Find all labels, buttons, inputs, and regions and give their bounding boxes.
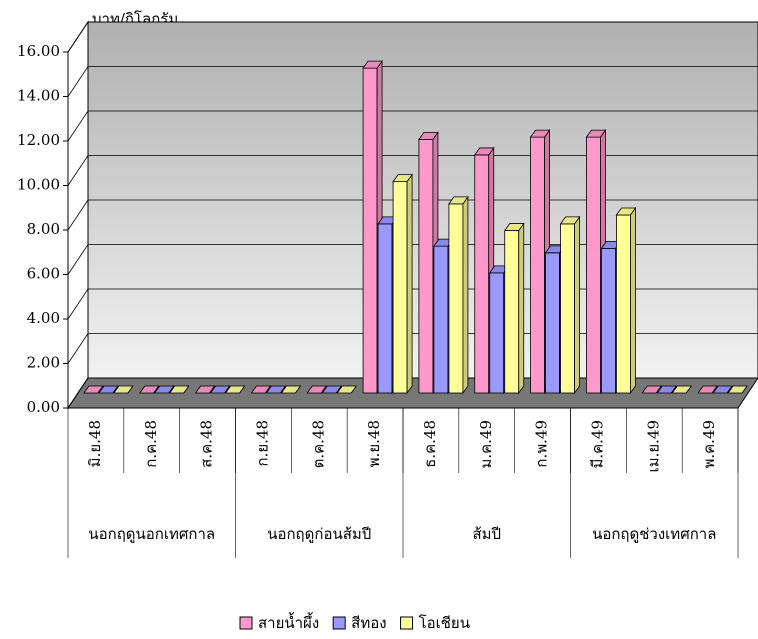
- bar: [448, 203, 464, 394]
- legend-label: โอเชียน: [419, 614, 470, 632]
- bar-top: [529, 129, 551, 138]
- bar-top: [727, 385, 748, 394]
- y-tick-label: 10.00: [17, 176, 60, 194]
- bar-top: [392, 174, 413, 183]
- grid-line: [67, 66, 758, 97]
- group-label: นอกฤดูนอกเทศกาล: [88, 525, 215, 543]
- bar-top: [697, 385, 718, 394]
- x-tick-label: เม.ย.49: [644, 420, 662, 472]
- x-tick-label: พ.ย.48: [365, 420, 383, 467]
- y-tick-label: 12.00: [17, 131, 60, 149]
- y-tick-label: 8.00: [27, 220, 60, 238]
- bar-top: [265, 385, 287, 394]
- bar: [392, 181, 408, 394]
- bar: [530, 136, 545, 394]
- legend-label: สีทอง: [351, 614, 386, 632]
- bar-top: [280, 385, 302, 394]
- bar-top: [83, 385, 104, 394]
- bar-top: [503, 223, 525, 231]
- x-tick-label: ก.พ.49: [533, 420, 551, 468]
- group-label: นอกฤดูช่วงเทศกาล: [592, 525, 716, 543]
- bar-top: [306, 385, 328, 394]
- bar-side: [630, 206, 636, 395]
- bar: [489, 272, 505, 394]
- legend-swatch: [239, 616, 253, 630]
- bar: [616, 214, 631, 394]
- group-label: นอกฤดูก่อนส้มปี: [267, 525, 371, 543]
- bar-side: [462, 195, 469, 395]
- bar-top: [585, 129, 607, 138]
- x-tick-label: มิ.ย.48: [86, 420, 104, 467]
- bar-top: [712, 385, 733, 394]
- x-tick-label: ต.ค.48: [309, 420, 327, 468]
- bar-top: [153, 385, 175, 394]
- bar-side: [518, 222, 525, 395]
- grid-line: [67, 110, 758, 142]
- legend-swatch: [400, 616, 414, 630]
- bar: [433, 245, 449, 394]
- bar-top: [448, 196, 469, 205]
- bar: [560, 223, 575, 394]
- x-tick-label: ม.ค.49: [477, 420, 495, 469]
- bar-top: [98, 385, 119, 394]
- x-tick-label: ส.ค.48: [198, 420, 216, 468]
- bar-top: [224, 385, 246, 394]
- bar-top: [336, 385, 358, 394]
- legend-label: สายน้ำผึ้ง: [258, 612, 319, 632]
- bar-top: [559, 216, 581, 225]
- bar-top: [362, 60, 383, 69]
- bar-top: [473, 147, 495, 156]
- bar: [586, 136, 601, 394]
- y-tick-label: 4.00: [27, 309, 60, 327]
- bar-top: [113, 385, 134, 394]
- x-tick-label: มี.ค.49: [588, 420, 606, 469]
- group-label: ส้มปี: [472, 525, 501, 543]
- bar-top: [656, 385, 678, 394]
- bar-top: [194, 385, 216, 394]
- bar-top: [209, 385, 231, 394]
- bar-top: [615, 207, 637, 216]
- y-tick-label: 16.00: [17, 42, 60, 60]
- bar-top: [671, 385, 693, 394]
- y-tick-label: 0.00: [27, 398, 60, 416]
- y-tick-label: 6.00: [27, 265, 60, 283]
- bar: [418, 138, 434, 394]
- y-tick-label: 2.00: [27, 354, 60, 372]
- bar-top: [138, 385, 160, 394]
- bar-top: [250, 385, 272, 394]
- grid-line: [67, 21, 758, 53]
- bar-top: [641, 385, 663, 394]
- bar: [362, 67, 378, 394]
- bar: [377, 223, 393, 394]
- bar: [504, 230, 520, 394]
- bar-side: [574, 215, 580, 395]
- bar-top: [168, 385, 190, 394]
- legend-swatch: [332, 616, 346, 630]
- x-tick-label: พ.ค.49: [700, 420, 718, 469]
- y-tick-label: 14.00: [17, 87, 60, 105]
- bar-side: [406, 173, 413, 395]
- bar: [474, 154, 490, 394]
- bar: [601, 247, 616, 394]
- x-tick-label: ก.ค.48: [142, 420, 160, 468]
- bar-top: [321, 385, 343, 394]
- x-tick-label: ก.ย.48: [253, 420, 271, 467]
- bar: [545, 252, 560, 394]
- bar-top: [418, 131, 439, 140]
- x-tick-label: ธ.ค.48: [421, 420, 439, 468]
